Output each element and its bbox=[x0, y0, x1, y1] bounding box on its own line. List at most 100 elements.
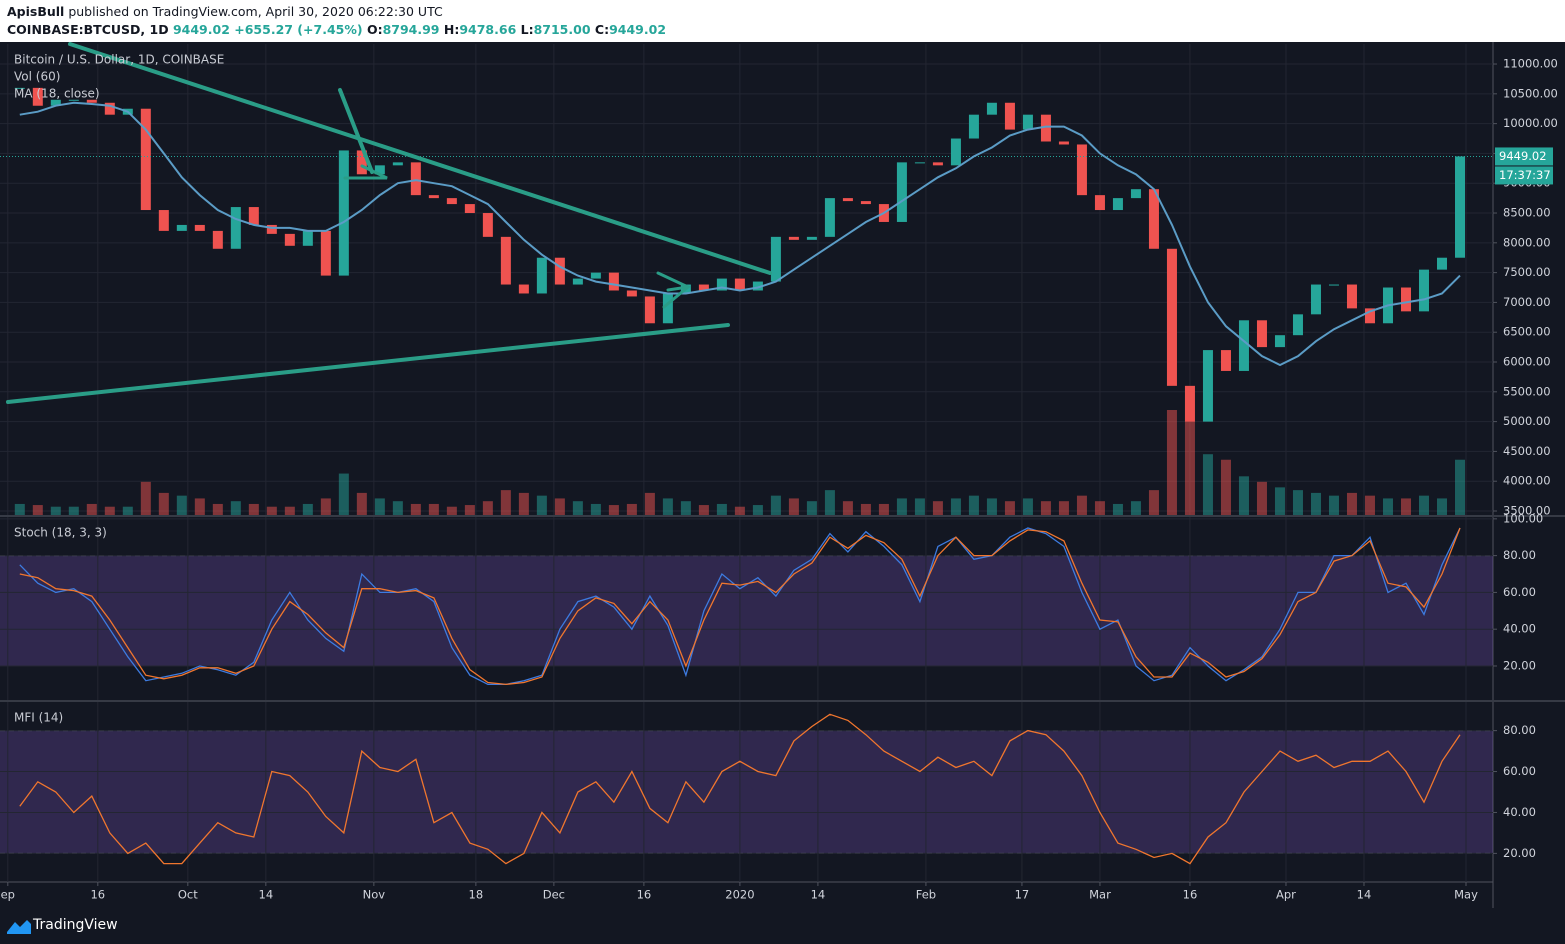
x-tick-label: 16 bbox=[637, 888, 652, 902]
volume-bar bbox=[788, 498, 799, 515]
volume-bar bbox=[1274, 487, 1285, 515]
volume-bar bbox=[320, 498, 331, 515]
y-tick-label: 7500.00 bbox=[1503, 265, 1551, 279]
candle bbox=[1364, 308, 1375, 324]
volume-bar bbox=[554, 498, 565, 515]
x-tick-label: 14 bbox=[1357, 888, 1372, 902]
volume-bar bbox=[410, 503, 421, 515]
volume-bar bbox=[680, 501, 691, 515]
volume-bar bbox=[266, 506, 277, 515]
candle bbox=[536, 257, 547, 294]
candle bbox=[608, 272, 619, 291]
y-tick-label: 6000.00 bbox=[1503, 355, 1551, 369]
volume-bar bbox=[842, 501, 853, 515]
ohlc-value: 9478.66 bbox=[459, 22, 517, 37]
candle bbox=[428, 195, 439, 199]
candle bbox=[1076, 144, 1087, 196]
volume-bar bbox=[1148, 490, 1159, 515]
candle bbox=[1166, 248, 1177, 386]
band bbox=[0, 555, 1493, 666]
y-tick-label: 100.00 bbox=[1503, 511, 1543, 525]
volume-bar bbox=[158, 492, 169, 515]
volume-bar bbox=[1022, 498, 1033, 515]
volume-bar bbox=[32, 505, 43, 515]
candle bbox=[968, 114, 979, 139]
candle bbox=[896, 162, 907, 222]
countdown-tag bbox=[1495, 166, 1553, 185]
volume-bar bbox=[356, 492, 367, 515]
candle bbox=[1130, 189, 1141, 199]
candle bbox=[248, 207, 259, 225]
drawings bbox=[6, 42, 772, 404]
candle bbox=[14, 87, 25, 89]
volume-bar bbox=[1454, 459, 1465, 515]
brand: TradingView bbox=[33, 917, 118, 933]
candle bbox=[1346, 284, 1357, 309]
volume-bar bbox=[752, 505, 763, 515]
published: published on TradingView.com, April 30, … bbox=[68, 4, 443, 19]
candle bbox=[302, 230, 313, 246]
candle bbox=[572, 278, 583, 285]
candle bbox=[1454, 156, 1465, 258]
y-tick-label: 40.00 bbox=[1503, 805, 1536, 819]
volume-bar bbox=[1220, 459, 1231, 515]
candle bbox=[1418, 269, 1429, 312]
y-tick-label: 4500.00 bbox=[1503, 444, 1551, 458]
candle bbox=[392, 162, 403, 166]
volume-bar bbox=[338, 473, 349, 515]
candle bbox=[590, 272, 601, 279]
volume-bar bbox=[698, 505, 709, 515]
volume-bar bbox=[734, 506, 745, 515]
volume-bar bbox=[302, 503, 313, 515]
volume-bar bbox=[446, 506, 457, 515]
ohlc-label: L: bbox=[520, 22, 534, 37]
pane-title: Bitcoin / U.S. Dollar, 1D, COINBASE bbox=[14, 53, 224, 67]
ohlc-label: C: bbox=[594, 22, 610, 37]
symbol: COINBASE:BTCUSD, 1D bbox=[7, 22, 169, 37]
overlay: 3500.00 4000.00 4500.00 5000.00 5500.00 6000.… bbox=[1, 53, 1558, 902]
header: ApisBull published on TradingView.com, A… bbox=[0, 0, 1565, 42]
y-tick-label: 80.00 bbox=[1503, 723, 1536, 737]
candle bbox=[1040, 114, 1051, 142]
volume-bar bbox=[1040, 501, 1051, 515]
volume-bar bbox=[914, 498, 925, 515]
volume-bar bbox=[662, 498, 673, 515]
volume-bar bbox=[464, 505, 475, 515]
price-tag bbox=[1495, 147, 1553, 166]
candle bbox=[806, 236, 817, 240]
volume-bar bbox=[626, 503, 637, 515]
candle bbox=[518, 284, 529, 294]
volume-bar bbox=[1130, 501, 1141, 515]
volume-bar bbox=[932, 501, 943, 515]
x-tick-label: 16 bbox=[90, 888, 105, 902]
volume-bar bbox=[1256, 481, 1267, 515]
candle bbox=[410, 162, 421, 196]
x-tick-label: ep bbox=[1, 888, 15, 902]
volume-bar bbox=[122, 506, 133, 515]
arrow bbox=[338, 88, 374, 174]
volume-bar bbox=[986, 498, 997, 515]
legend-entry: MA (18, close) bbox=[14, 87, 100, 101]
candle bbox=[662, 293, 673, 324]
y-tick-label: 3500.00 bbox=[1503, 504, 1551, 518]
volume-bar bbox=[806, 501, 817, 515]
candle bbox=[212, 230, 223, 249]
logo bbox=[7, 920, 31, 934]
x-tick-label: Mar bbox=[1089, 888, 1111, 902]
candle bbox=[176, 224, 187, 231]
volume-bar bbox=[1076, 495, 1087, 515]
candle bbox=[1274, 335, 1285, 348]
candle bbox=[824, 198, 835, 237]
volume-bar bbox=[1112, 503, 1123, 515]
candle bbox=[1238, 320, 1249, 371]
candle bbox=[932, 162, 943, 166]
candle bbox=[752, 281, 763, 291]
ohlc-label: O: bbox=[366, 22, 383, 37]
volume-bar bbox=[1400, 498, 1411, 515]
x-tick-label: 14 bbox=[811, 888, 826, 902]
candle bbox=[482, 213, 493, 237]
volume-bar bbox=[104, 506, 115, 515]
volume-bar bbox=[644, 492, 655, 515]
y-tick-label: 10500.00 bbox=[1503, 86, 1558, 100]
volume-bar bbox=[1328, 495, 1339, 515]
